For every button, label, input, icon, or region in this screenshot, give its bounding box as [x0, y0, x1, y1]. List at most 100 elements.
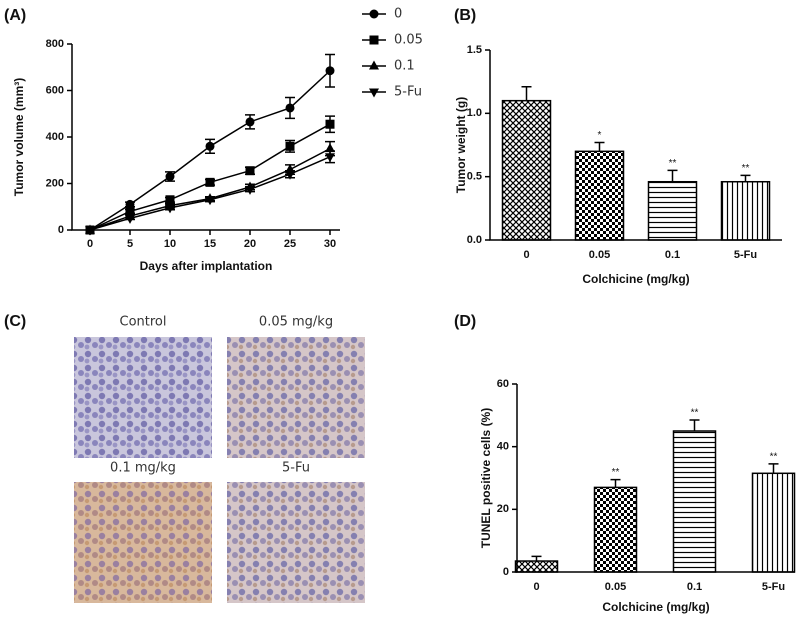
bar: [593, 486, 638, 573]
image-caption: Control: [120, 315, 167, 330]
bar: [574, 150, 625, 241]
x-tick-label: 5-Fu: [762, 581, 785, 593]
y-tick-label: 60: [497, 378, 509, 390]
significance-label: **: [612, 467, 620, 478]
micrographs: Control 0.05 mg/kg 0.1 mg/kg 5-Fu: [74, 315, 365, 603]
y-tick-label: 0.0: [467, 234, 482, 246]
bar: [501, 99, 552, 241]
error-bar: [689, 419, 700, 431]
legend-marker: [369, 35, 379, 45]
marker: [205, 141, 215, 151]
y-tick-label: 600: [46, 84, 64, 96]
legend-label: 5-Fu: [394, 85, 422, 100]
legend-marker: [369, 88, 379, 98]
marker: [165, 195, 175, 205]
x-tick-label: 5-Fu: [734, 249, 757, 261]
y-axis-title: Tumor volume (mm³): [12, 78, 26, 196]
significance-label: **: [742, 163, 750, 174]
image-caption: 0.1 mg/kg: [110, 461, 176, 476]
x-tick-label: 0.1: [687, 581, 702, 593]
legend-label: 0: [394, 7, 402, 22]
marker: [205, 196, 215, 206]
error-bar: [667, 169, 678, 182]
error-bar: [768, 463, 779, 474]
significance-label: **: [669, 158, 677, 169]
y-tick-label: 1.5: [467, 44, 482, 56]
y-tick-label: 0: [503, 566, 509, 578]
marker: [325, 143, 335, 153]
marker: [85, 226, 95, 236]
legend-item: 5-Fu: [362, 85, 422, 100]
chart: 0 * 0.05 ** 0.1 ** 5-Fu 0.0 0.5 1.0 1.5 Tumor weigh…: [454, 44, 782, 286]
bar: [751, 472, 796, 573]
micrograph: [74, 482, 212, 603]
x-tick-label: 0.05: [605, 581, 626, 593]
panel-label: (D): [454, 313, 476, 330]
y-tick-label: 200: [46, 177, 64, 189]
legend-item: 0.1: [362, 59, 415, 74]
legend-item: 0: [362, 7, 402, 22]
significance-label: *: [598, 130, 602, 141]
x-tick-label: 15: [204, 238, 216, 250]
panel-label: (B): [454, 7, 476, 24]
bar: [514, 560, 559, 573]
marker: [245, 117, 255, 127]
bar: [647, 180, 698, 241]
panel-label: (C): [4, 313, 26, 330]
marker: [325, 153, 335, 163]
x-tick-label: 25: [284, 238, 296, 250]
x-tick-label: 0.1: [665, 249, 680, 261]
marker: [205, 177, 215, 187]
y-tick-label: 1.0: [467, 107, 482, 119]
significance-label: **: [770, 452, 778, 463]
significance-label: **: [691, 408, 699, 419]
legend-label: 0.1: [394, 59, 415, 74]
error-bar: [521, 85, 532, 101]
y-tick-label: 40: [497, 441, 509, 453]
micrograph: [227, 337, 365, 458]
image-caption: 5-Fu: [282, 461, 310, 476]
x-axis-title: Days after implantation: [140, 259, 273, 273]
marker: [245, 185, 255, 195]
x-axis-title: Colchicine (mg/kg): [602, 600, 709, 614]
legend-label: 0.05: [394, 33, 423, 48]
micrograph: [74, 337, 212, 458]
error-bar: [531, 555, 542, 562]
error-bar: [594, 141, 605, 152]
x-tick-label: 30: [324, 238, 336, 250]
y-axis-title: Tumor weight (g): [454, 97, 468, 193]
micrograph: [227, 482, 365, 603]
legend-item: 0.05: [362, 33, 423, 48]
x-axis-title: Colchicine (mg/kg): [582, 272, 689, 286]
marker: [285, 103, 295, 113]
error-bar: [610, 478, 621, 488]
y-tick-label: 800: [46, 38, 64, 50]
x-tick-label: 10: [164, 238, 176, 250]
y-axis-title: TUNEL positive cells (%): [479, 408, 493, 548]
x-tick-label: 0.05: [589, 249, 610, 261]
chart: 0 5 10 15 20 25 30 0 0.05 0.1 5-Fu 0 200 400 600 800 Tum…: [12, 7, 423, 274]
marker: [285, 170, 295, 180]
chart: 0 ** 0.05 ** 0.1 ** 5-Fu 0 20 40 60 TUNEL positive …: [479, 378, 796, 614]
x-tick-label: 0: [533, 581, 539, 593]
marker: [165, 204, 175, 214]
image-caption: 0.05 mg/kg: [259, 315, 333, 330]
y-tick-label: 400: [46, 131, 64, 143]
legend-marker: [369, 60, 379, 70]
x-tick-label: 0: [87, 238, 93, 250]
marker: [125, 199, 135, 209]
x-tick-label: 20: [244, 238, 256, 250]
marker: [125, 214, 135, 224]
x-tick-label: 0: [523, 249, 529, 261]
marker: [325, 66, 335, 76]
bar: [672, 430, 717, 573]
error-bar: [740, 174, 751, 182]
x-tick-label: 5: [127, 238, 133, 250]
panel-label: (A): [4, 7, 26, 24]
marker: [325, 119, 335, 129]
y-tick-label: 20: [497, 503, 509, 515]
y-tick-label: 0: [58, 224, 64, 236]
marker: [245, 166, 255, 176]
marker: [165, 172, 175, 182]
